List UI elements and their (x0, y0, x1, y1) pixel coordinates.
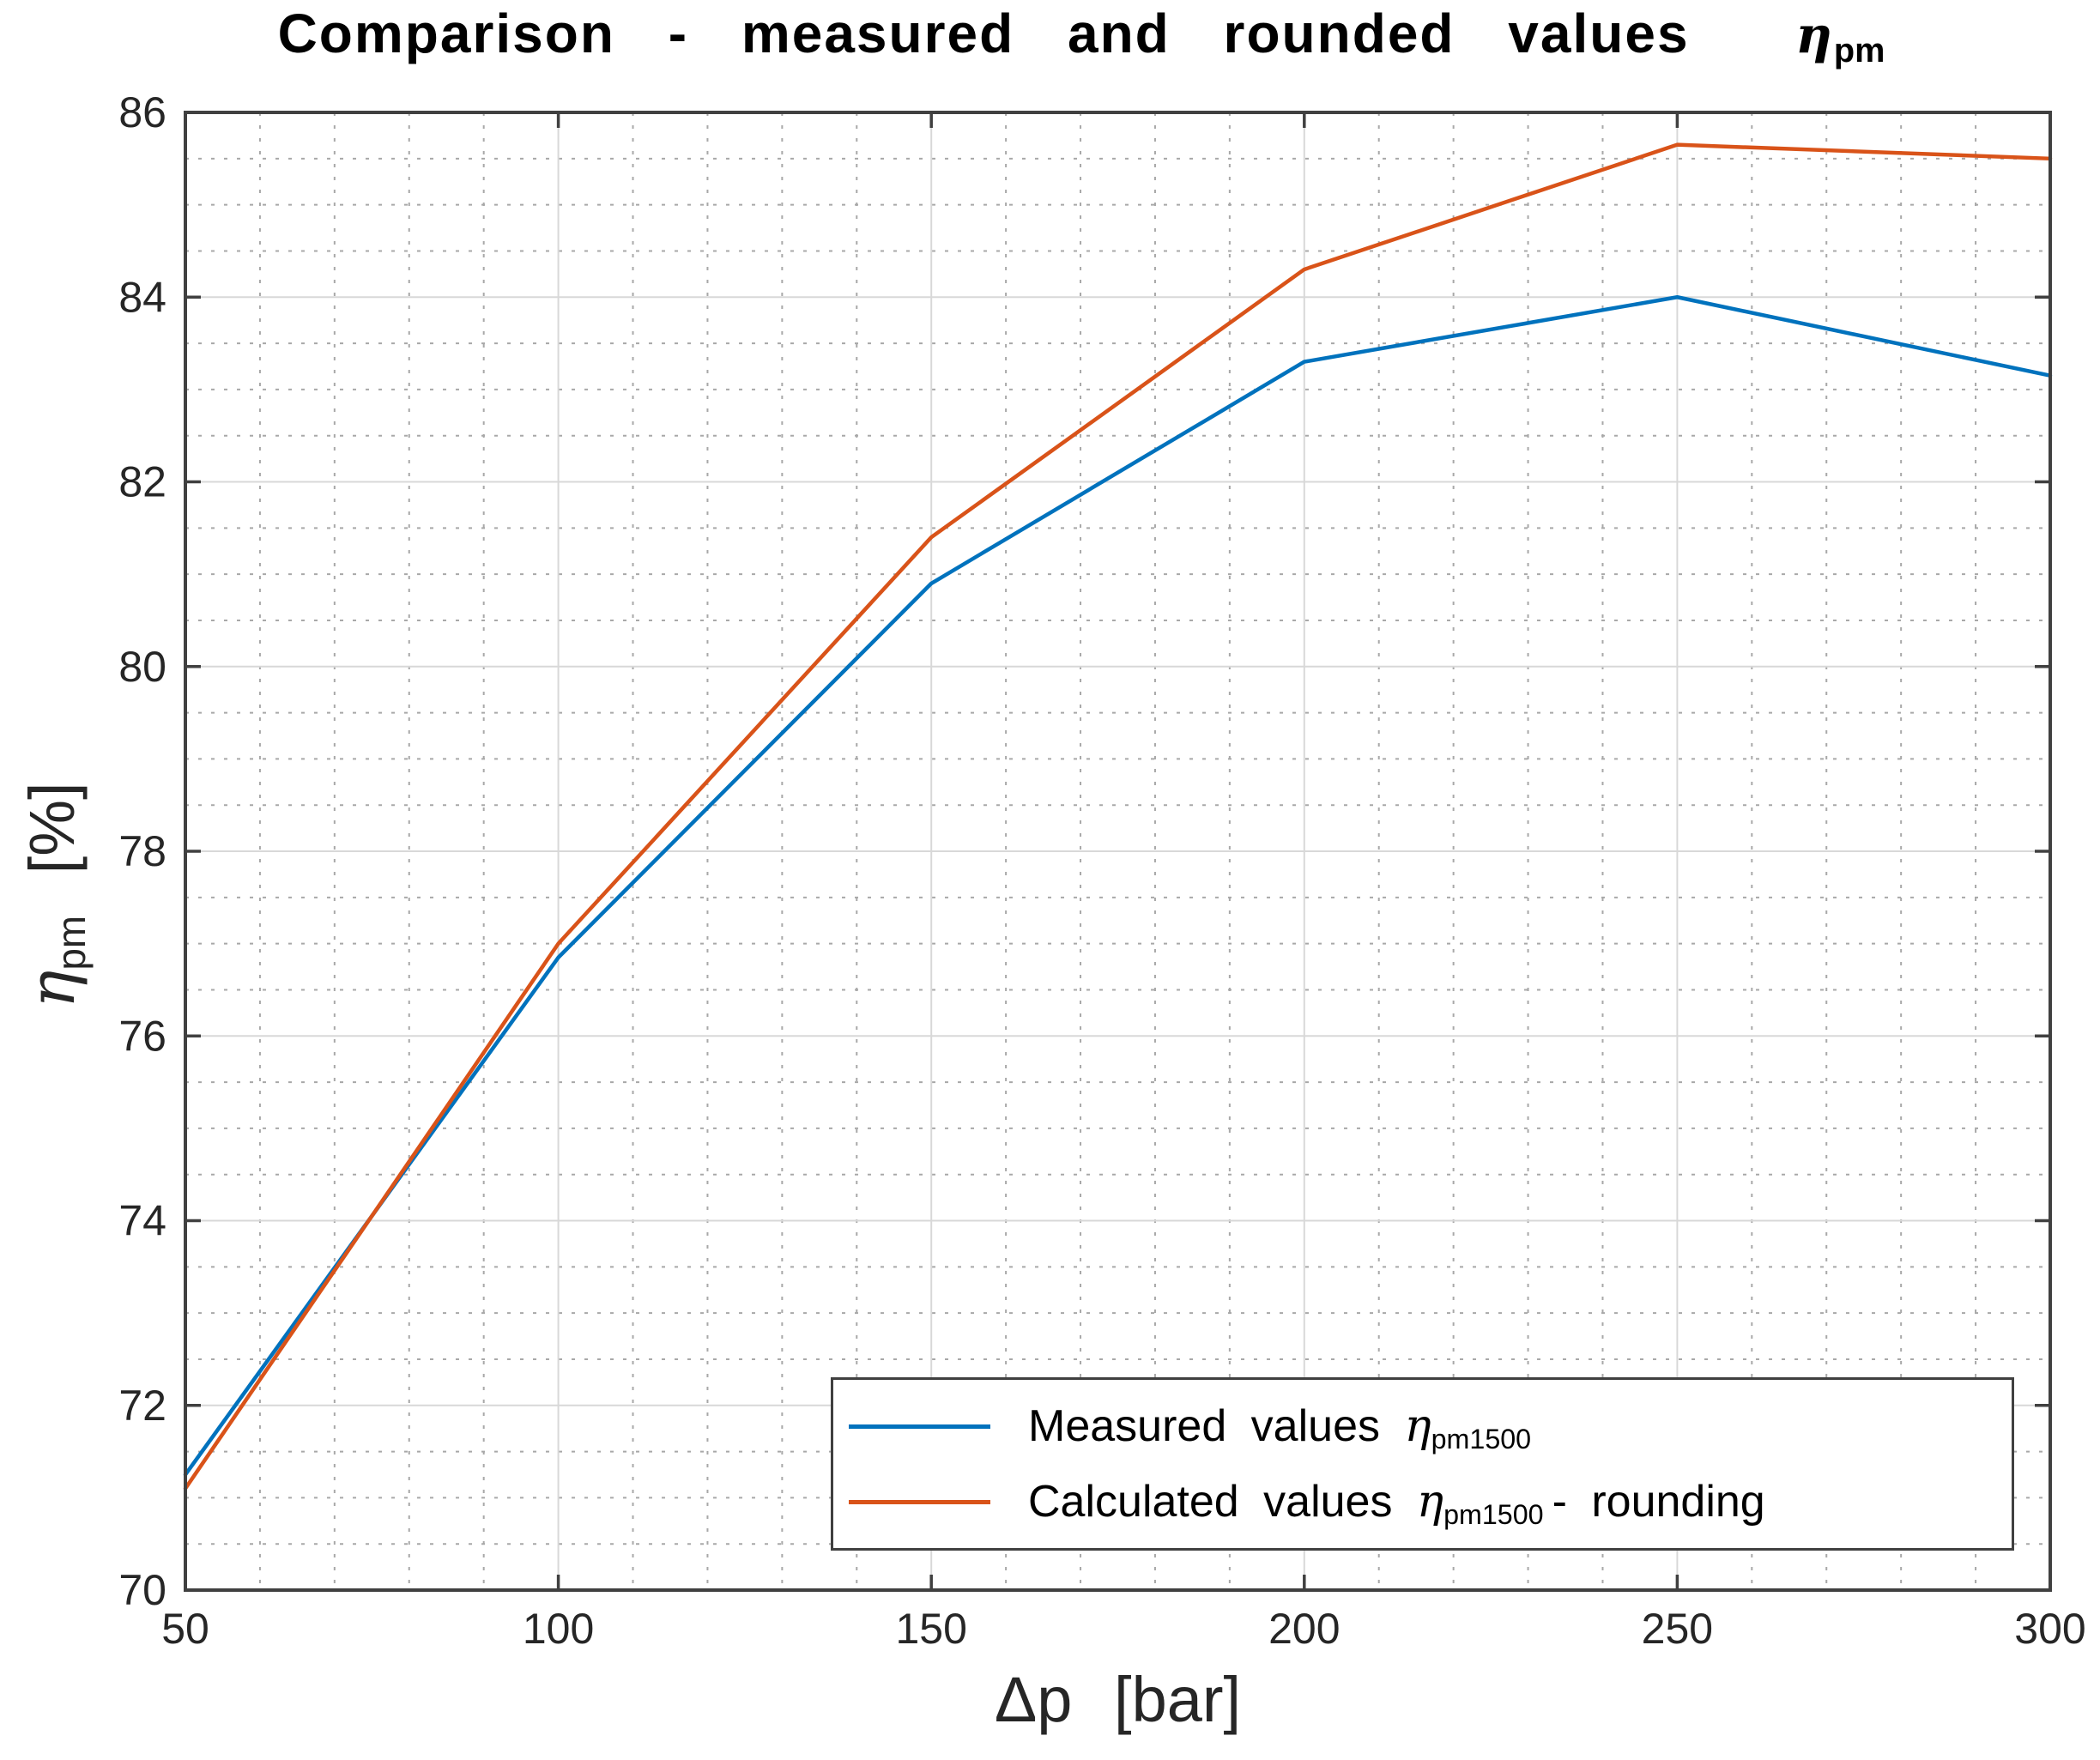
series-line-1 (183, 142, 2053, 1491)
legend-line-calculated (849, 1499, 990, 1504)
y-tick-label: 74 (118, 1197, 166, 1245)
legend-line-measured (849, 1424, 990, 1429)
x-tick-label: 300 (2014, 1605, 2085, 1653)
y-axis-label-symbol: η (15, 970, 89, 1008)
y-axis-label: ηpm [%] (15, 782, 94, 1008)
y-tick-labels: 70 72 74 76 78 80 82 84 86 (118, 88, 166, 1614)
minor-gridlines (185, 112, 2050, 1590)
legend-symbol-measured: η (1404, 1400, 1431, 1452)
y-axis-label-sub: pm (48, 915, 94, 971)
series-line-0 (183, 295, 2053, 1477)
x-tick-label: 200 (1268, 1605, 1340, 1653)
chart-title-symbol-sub: pm (1833, 32, 1885, 70)
legend-symbol-sub-measured: pm1500 (1431, 1424, 1532, 1455)
legend: Measured values ηpm1500 Calculated value… (831, 1377, 2014, 1551)
x-tick-label: 250 (1642, 1605, 1713, 1653)
x-tick-label: 150 (895, 1605, 966, 1653)
legend-label-calculated: Calculated values (1028, 1477, 1393, 1527)
x-tick-label: 50 (161, 1605, 209, 1653)
y-axis-label-unit: [%] (16, 782, 88, 874)
x-axis-label: Δp [bar] (185, 1663, 2050, 1736)
y-tick-label: 84 (118, 273, 166, 321)
x-tick-label: 100 (523, 1605, 594, 1653)
y-tick-label: 70 (118, 1566, 166, 1614)
chart-title-text: Comparison - measured and rounded values (277, 3, 1690, 64)
chart-title: Comparison - measured and rounded values… (120, 2, 2043, 68)
y-tick-label: 76 (118, 1012, 166, 1060)
legend-item-calculated: Calculated values ηpm1500- rounding (833, 1476, 2012, 1531)
legend-symbol-sub-calculated: pm1500 (1443, 1499, 1544, 1531)
y-tick-label: 82 (118, 458, 166, 506)
chart-title-symbol: η (1795, 5, 1834, 64)
legend-label-measured: Measured values (1028, 1401, 1380, 1451)
x-tick-labels: 50 100 150 200 250 300 (161, 1605, 2086, 1653)
legend-symbol-calculated: η (1416, 1476, 1444, 1527)
y-tick-label: 86 (118, 88, 166, 136)
x-axis-label-unit: [bar] (1114, 1664, 1242, 1735)
y-tick-label: 80 (118, 643, 166, 691)
y-tick-label: 78 (118, 827, 166, 875)
y-tick-label: 72 (118, 1382, 166, 1430)
legend-item-measured: Measured values ηpm1500 (833, 1400, 2012, 1455)
x-axis-label-symbol: Δp (994, 1664, 1073, 1735)
legend-suffix-calculated: - rounding (1552, 1477, 1765, 1527)
tick-marks (184, 111, 2052, 1592)
major-gridlines (185, 112, 2050, 1590)
